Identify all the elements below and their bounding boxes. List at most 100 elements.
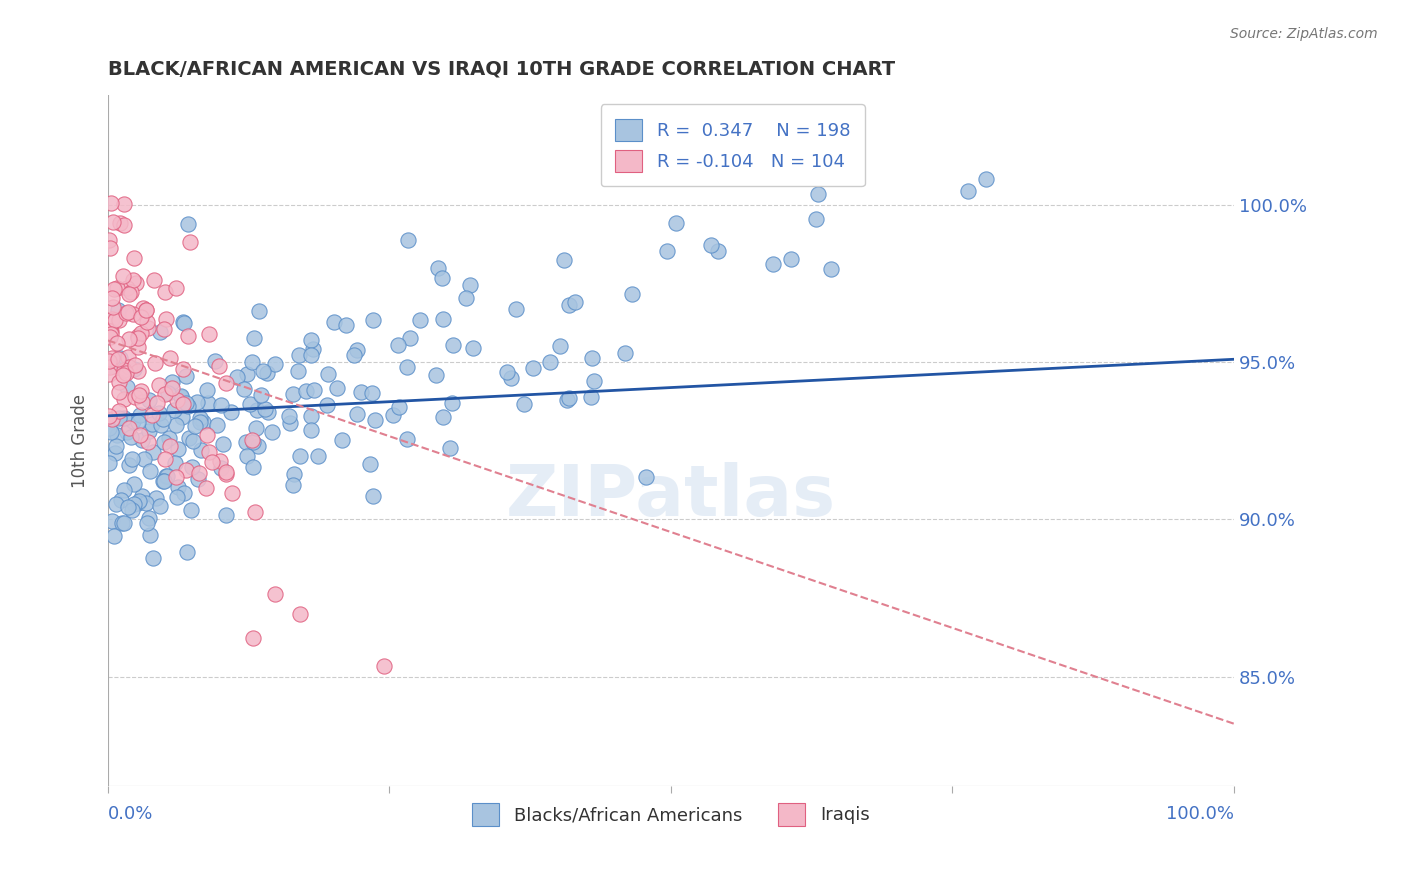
- Point: [100, 195, 122, 210]
- Point: [240, 434, 263, 448]
- Point: [974, 172, 997, 186]
- Point: [176, 545, 198, 559]
- Point: [176, 399, 198, 413]
- Text: BLACK/AFRICAN AMERICAN VS IRAQI 10TH GRADE CORRELATION CHART: BLACK/AFRICAN AMERICAN VS IRAQI 10TH GRA…: [108, 60, 896, 78]
- Point: [111, 516, 134, 531]
- Point: [153, 322, 176, 336]
- Point: [124, 477, 146, 491]
- Point: [155, 468, 177, 483]
- Point: [278, 409, 301, 423]
- Point: [820, 262, 842, 277]
- Point: [160, 381, 183, 395]
- Point: [245, 421, 267, 435]
- Text: Source: ZipAtlas.com: Source: ZipAtlas.com: [1230, 27, 1378, 41]
- Point: [157, 431, 180, 445]
- Point: [499, 371, 522, 385]
- Point: [111, 269, 134, 284]
- Point: [157, 385, 180, 400]
- Point: [136, 315, 159, 329]
- Point: [180, 503, 202, 517]
- Point: [430, 271, 453, 285]
- Point: [101, 301, 124, 315]
- Point: [112, 411, 135, 425]
- Point: [163, 457, 186, 471]
- Point: [198, 444, 221, 458]
- Point: [538, 355, 561, 369]
- Point: [127, 496, 149, 510]
- Point: [330, 433, 353, 447]
- Point: [207, 359, 229, 373]
- Point: [283, 467, 305, 482]
- Point: [169, 389, 191, 403]
- Point: [127, 364, 149, 378]
- Point: [299, 423, 322, 437]
- Text: 100.0%: 100.0%: [1166, 805, 1234, 823]
- Y-axis label: 10th Grade: 10th Grade: [72, 394, 89, 488]
- Point: [290, 607, 312, 621]
- Point: [425, 368, 447, 382]
- Point: [98, 329, 121, 343]
- Point: [558, 298, 581, 312]
- Point: [335, 318, 357, 332]
- Point: [201, 455, 224, 469]
- Point: [167, 442, 190, 456]
- Point: [128, 408, 150, 422]
- Point: [132, 452, 155, 467]
- Point: [115, 306, 138, 320]
- Point: [361, 489, 384, 503]
- Point: [180, 459, 202, 474]
- Point: [118, 458, 141, 472]
- Point: [135, 496, 157, 510]
- Point: [98, 360, 121, 375]
- Point: [252, 364, 274, 378]
- Point: [174, 463, 197, 477]
- Point: [103, 282, 125, 296]
- Point: [299, 333, 322, 347]
- Point: [209, 398, 232, 412]
- Point: [170, 390, 193, 404]
- Point: [159, 439, 181, 453]
- Point: [117, 500, 139, 515]
- Point: [350, 384, 373, 399]
- Point: [184, 419, 207, 434]
- Point: [149, 325, 172, 339]
- Point: [454, 291, 477, 305]
- Point: [122, 414, 145, 428]
- Point: [233, 382, 256, 396]
- Point: [98, 353, 121, 368]
- Point: [108, 351, 131, 365]
- Point: [307, 450, 329, 464]
- Point: [346, 343, 368, 357]
- Point: [122, 497, 145, 511]
- Point: [117, 360, 139, 375]
- Point: [188, 415, 211, 429]
- Point: [226, 370, 249, 384]
- Point: [104, 446, 127, 460]
- Point: [98, 324, 121, 338]
- Point: [120, 285, 142, 300]
- Point: [441, 395, 464, 409]
- Point: [181, 434, 204, 448]
- Point: [780, 252, 803, 267]
- Point: [165, 469, 187, 483]
- Point: [166, 480, 188, 494]
- Point: [396, 233, 419, 247]
- Point: [463, 341, 485, 355]
- Point: [98, 241, 121, 255]
- Point: [98, 421, 121, 435]
- Point: [555, 393, 578, 408]
- Point: [235, 367, 257, 381]
- Point: [287, 364, 309, 378]
- Point: [153, 285, 176, 299]
- Point: [128, 494, 150, 508]
- Point: [108, 375, 131, 389]
- Point: [197, 395, 219, 409]
- Point: [343, 347, 366, 361]
- Point: [112, 392, 135, 406]
- Point: [496, 365, 519, 379]
- Point: [243, 331, 266, 345]
- Point: [107, 384, 129, 399]
- Point: [209, 460, 232, 475]
- Point: [129, 428, 152, 442]
- Point: [111, 368, 134, 382]
